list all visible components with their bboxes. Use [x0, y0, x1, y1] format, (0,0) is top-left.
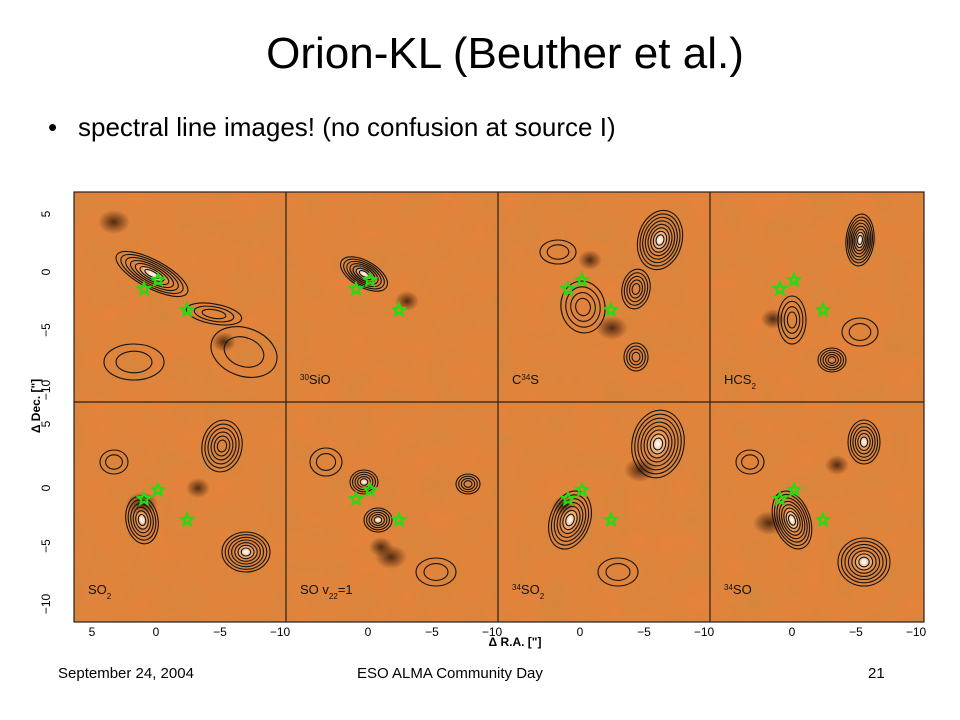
- source-star-marker: [785, 271, 803, 288]
- source-star-marker: [771, 280, 789, 297]
- panel-label: 30SiO: [300, 372, 331, 387]
- bullet-item: • spectral line images! (no confusion at …: [48, 110, 616, 144]
- source-star-marker: [559, 280, 577, 297]
- y-tick-label: −10: [39, 593, 53, 614]
- slide-title: Orion-KL (Beuther et al.): [266, 29, 744, 78]
- x-tick-label: −10: [906, 625, 927, 639]
- spectral-panel: HCS2: [724, 213, 879, 391]
- panel-label: 34SO2: [512, 582, 545, 601]
- source-star-marker: [135, 490, 153, 507]
- spectral-panel: 30SiO: [300, 256, 419, 387]
- source-star-marker: [771, 490, 789, 507]
- source-star-marker: [785, 481, 803, 498]
- x-tick-label: −10: [482, 625, 503, 639]
- y-axis-bottom: 5 0 −5 −10: [39, 420, 53, 614]
- spectral-panel: SO2: [88, 419, 271, 601]
- source-star-marker: [149, 481, 167, 498]
- footer-date: September 24, 2004: [58, 665, 194, 682]
- source-star-marker: [602, 511, 620, 528]
- source-star-marker: [573, 271, 591, 288]
- panel-label: SO2: [88, 582, 112, 601]
- x-tick-label: −10: [270, 625, 291, 639]
- x-tick-label: −10: [694, 625, 715, 639]
- x-tick-label: −5: [425, 625, 439, 639]
- footer-event: ESO ALMA Community Day: [357, 665, 543, 682]
- x-tick-label: −5: [213, 625, 227, 639]
- footer-page-number: 21: [868, 665, 885, 682]
- source-star-marker: [347, 280, 365, 297]
- spectral-panel: C34S: [512, 209, 684, 387]
- panel-label: SO v22=1: [300, 582, 353, 601]
- y-axis-top: 5 0 −5 −10: [39, 210, 53, 400]
- source-star-marker: [390, 511, 408, 528]
- source-star-marker: [361, 271, 379, 288]
- x-tick-label: −5: [637, 625, 651, 639]
- y-tick-label: 0: [39, 268, 53, 275]
- x-axis-label: Δ R.A. ["]: [489, 635, 542, 649]
- y-tick-label: 5: [39, 420, 53, 427]
- y-tick-label: 0: [39, 484, 53, 491]
- spectral-panel: SO v22=1: [300, 447, 481, 601]
- source-star-marker: [814, 511, 832, 528]
- spectral-panel: [98, 210, 278, 381]
- panel-label: C34S: [512, 372, 539, 387]
- spectral-panel: 34SO2: [512, 409, 685, 601]
- source-star-marker: [135, 280, 153, 297]
- source-star-marker: [347, 490, 365, 507]
- source-star-marker: [361, 481, 379, 498]
- source-star-marker: [149, 271, 167, 288]
- source-star-marker: [602, 301, 620, 318]
- y-tick-label: −5: [39, 323, 53, 337]
- source-star-marker: [814, 301, 832, 318]
- bullet-text: spectral line images! (no confusion at s…: [78, 112, 616, 142]
- x-tick-label: 0: [153, 625, 160, 639]
- x-axis: 5 0 −5 −10 0 −5 −10 0 −5 −10 0 −5 −10: [89, 625, 927, 639]
- panel-label: HCS2: [724, 372, 756, 391]
- x-tick-label: 0: [789, 625, 796, 639]
- panel-label: 34SO: [724, 582, 752, 597]
- source-star-marker: [390, 301, 408, 318]
- bullet-symbol: •: [48, 112, 58, 142]
- source-star-marker: [178, 301, 196, 318]
- x-tick-label: −5: [849, 625, 863, 639]
- y-tick-label: −5: [39, 539, 53, 553]
- spectral-panel: 34SO: [724, 419, 891, 597]
- source-star-marker: [178, 511, 196, 528]
- spectral-line-figure: 30SiO C34S HCS2 SO2 SO v22=1 34SO2 34SO 5 0 −5…: [30, 191, 927, 649]
- source-star-marker: [573, 481, 591, 498]
- source-star-marker: [559, 490, 577, 507]
- x-tick-label: 5: [89, 625, 96, 639]
- y-tick-label: −10: [39, 379, 53, 400]
- x-tick-label: 0: [577, 625, 584, 639]
- x-tick-label: 0: [365, 625, 372, 639]
- y-tick-label: 5: [39, 210, 53, 217]
- y-axis-label: Δ Dec. ["]: [30, 379, 43, 433]
